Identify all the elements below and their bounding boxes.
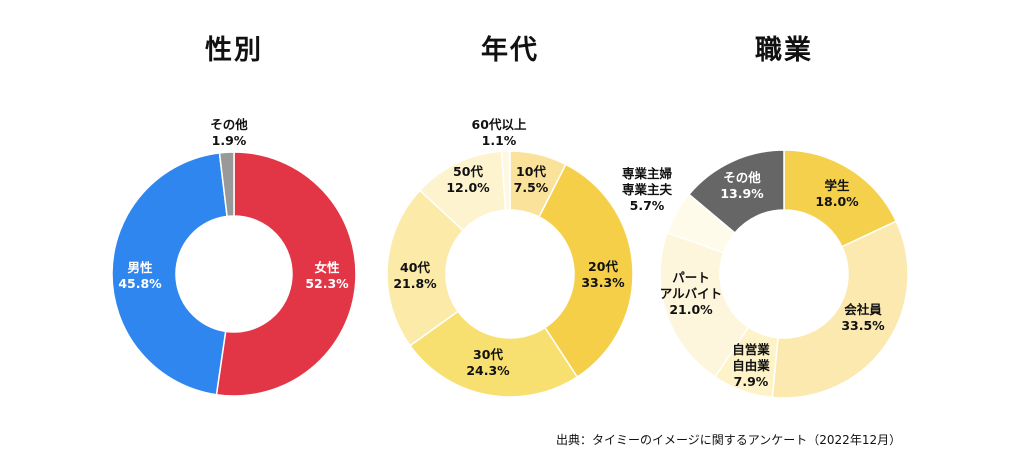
source-note: 出典：タイミーのイメージに関するアンケート（2022年12月） — [556, 433, 902, 447]
slice-50s-value: 12.0% — [446, 180, 490, 195]
slice-40s-value: 21.8% — [393, 276, 437, 291]
slice-30s — [408, 310, 579, 398]
slice-60s-plus-value: 1.1% — [482, 133, 517, 148]
slice-20s-value: 33.3% — [581, 275, 625, 290]
slice-40s-label: 40代 — [400, 260, 430, 275]
slice-part-time-label: アルバイト — [660, 286, 722, 301]
slice-part-time — [659, 231, 750, 379]
slice-10s-value: 7.5% — [514, 180, 549, 195]
slice-student-label: 学生 — [824, 178, 850, 193]
slice-30s-value: 24.3% — [466, 363, 510, 378]
slice-20s-label: 20代 — [588, 259, 618, 274]
slice-other-label: その他 — [723, 170, 761, 185]
slice-male-label: 男性 — [127, 260, 153, 275]
slice-other-label: その他 — [210, 117, 248, 132]
gender-chart-title: 性別 — [205, 35, 263, 66]
slice-homemaker-value: 5.7% — [630, 198, 665, 213]
slice-self-employed-label: 自由業 — [732, 358, 770, 373]
slice-50s-label: 50代 — [453, 164, 483, 179]
slice-male — [111, 152, 228, 396]
slice-female-value: 52.3% — [305, 276, 349, 291]
age-chart-title: 年代 — [481, 35, 539, 66]
slice-60s-plus — [500, 150, 511, 211]
slice-10s-label: 10代 — [516, 164, 546, 179]
slice-other — [687, 149, 785, 234]
slice-homemaker-label: 専業主婦 — [622, 166, 673, 181]
slice-other-value: 1.9% — [212, 133, 247, 148]
slice-other — [218, 151, 235, 218]
slice-male-value: 45.8% — [118, 276, 162, 291]
slice-20s — [538, 163, 634, 379]
occupation-chart-title: 職業 — [755, 35, 813, 66]
slice-office-worker-value: 33.5% — [841, 318, 885, 333]
slice-female-label: 女性 — [314, 260, 340, 275]
slice-40s — [386, 189, 465, 347]
slice-self-employed-label: 自営業 — [732, 342, 770, 357]
slice-homemaker-label: 専業主夫 — [622, 182, 673, 197]
slice-student-value: 18.0% — [815, 194, 859, 209]
slice-office-worker — [771, 220, 909, 399]
slice-other-value: 13.9% — [720, 186, 764, 201]
slice-office-worker-label: 会社員 — [844, 302, 882, 317]
slice-student — [783, 149, 898, 248]
slice-self-employed-value: 7.9% — [734, 374, 769, 389]
slice-60s-plus-label: 60代以上 — [472, 117, 527, 132]
slice-part-time-label: パート — [672, 270, 710, 285]
slice-30s-label: 30代 — [473, 347, 503, 362]
slice-part-time-value: 21.0% — [669, 302, 713, 317]
slice-female — [215, 151, 357, 397]
